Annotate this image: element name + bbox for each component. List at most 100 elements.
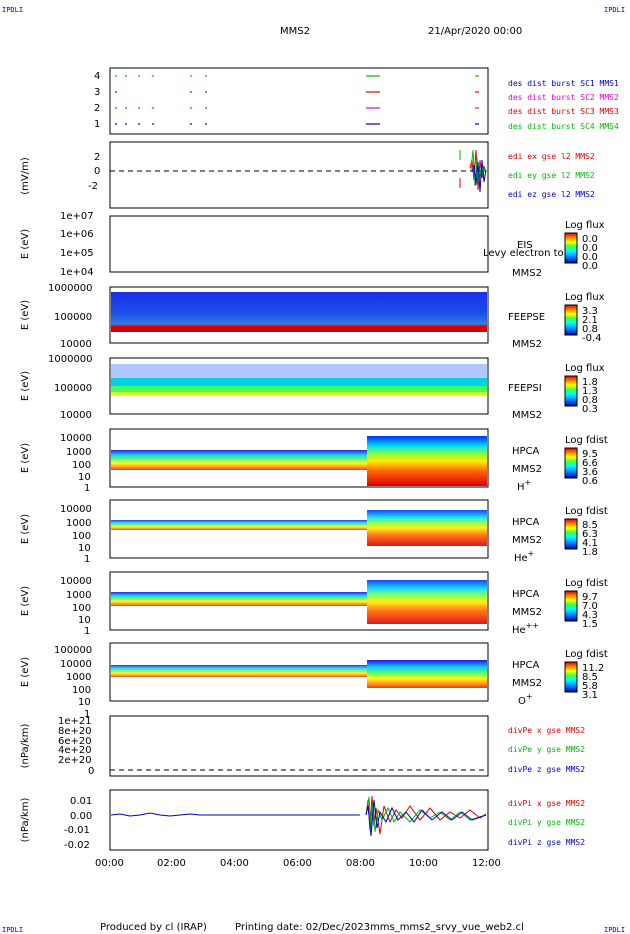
tick-label: 11.2 xyxy=(582,663,604,674)
tick-label: 100 xyxy=(72,531,91,542)
hpca-hepp-band xyxy=(111,592,367,606)
hpca-h-colorbar xyxy=(564,447,578,479)
legend-entry: divPe y gse MMS2 xyxy=(508,745,585,754)
edi-y-ticks: 2 0 -2 xyxy=(88,152,100,192)
eis-y-ticks: 1e+07 1e+06 1e+05 1e+04 xyxy=(60,211,94,278)
edi-legend: edi ex gse l2 MMS2 edi ey gse l2 MMS2 ed… xyxy=(508,152,595,199)
tick-label: 9.5 xyxy=(582,449,598,460)
tick-label: 1000 xyxy=(66,518,91,529)
species-charge: + xyxy=(526,692,533,701)
tick-label: 1e+04 xyxy=(60,267,94,278)
eis-ylabel: E (eV) xyxy=(20,229,31,259)
tick-label: 0.0 xyxy=(582,234,598,245)
tick-label: 3.6 xyxy=(582,467,598,478)
legend-entry: divPe z gse MMS2 xyxy=(508,765,585,774)
feepsi-ylabel: E (eV) xyxy=(20,371,31,401)
tick-label: 3.3 xyxy=(582,306,598,317)
tick-label: 4.3 xyxy=(582,610,598,621)
tick-label: 1 xyxy=(84,709,90,720)
feepsi-y-ticks: 1000000 100000 10000 xyxy=(48,354,93,421)
tick-label: 0.3 xyxy=(582,404,598,415)
tick-label: 2 xyxy=(94,152,100,163)
tick-label: 10000 xyxy=(60,504,92,515)
tick-label: 2.1 xyxy=(582,315,598,326)
burst-legend: des dist burst SC1 MMS1 des dist burst S… xyxy=(508,79,619,131)
hpca-he-species: He+ xyxy=(514,549,534,564)
feepse-spectrogram xyxy=(111,292,487,332)
eis-instrument: EIS xyxy=(517,240,533,251)
tick-label: 0.8 xyxy=(582,324,598,335)
hpca-h-y-ticks: 10000 1000 100 10 1 xyxy=(60,433,92,494)
tick-label: 02:00 xyxy=(157,858,186,869)
panel-edi: (mV/m) 2 0 -2 edi ex gse l2 MMS2 edi ey … xyxy=(20,141,595,209)
species-name: He xyxy=(512,625,526,636)
eis-colorbar xyxy=(564,232,578,264)
legend-entry: edi ey gse l2 MMS2 xyxy=(508,171,595,180)
corner-label-top-left: IPDLI xyxy=(2,6,23,14)
feepsi-instrument: FEEPSI xyxy=(508,383,542,394)
footer: Produced by cl (IRAP) Printing date: 02/… xyxy=(100,922,524,933)
tick-label: 2e+20 xyxy=(58,755,92,766)
tick-label: -0.02 xyxy=(64,840,90,851)
hpca-o-instrument: HPCA xyxy=(512,660,540,671)
hpca-o-colorbar-title: Log fdist xyxy=(565,649,608,660)
feepsi-colorbar-ticks: 1.8 1.3 0.8 0.3 xyxy=(582,377,598,415)
legend-entry: des dist burst SC4 MMS4 xyxy=(508,122,619,131)
tick-label: 1000 xyxy=(66,447,91,458)
hpca-hepp-hot-region xyxy=(367,580,487,624)
feepsi-band-lower xyxy=(111,386,487,394)
tick-label: 10 xyxy=(78,615,91,626)
feepsi-spacecraft: MMS2 xyxy=(512,410,542,421)
tick-label: 1000000 xyxy=(48,354,93,365)
tick-label: 0.0 xyxy=(582,252,598,263)
hpca-h-band xyxy=(111,450,367,470)
hpca-h-ylabel: E (eV) xyxy=(20,443,31,473)
tick-label: -2 xyxy=(88,181,98,192)
legend-entry: des dist burst SC2 MMS2 xyxy=(508,93,619,102)
feepsi-band-base xyxy=(111,392,487,396)
tick-label: 10 xyxy=(78,543,91,554)
tick-label: 10000 xyxy=(60,410,92,421)
tick-label: 0.8 xyxy=(582,395,598,406)
hpca-he-ylabel: E (eV) xyxy=(20,514,31,544)
tick-label: 6.6 xyxy=(582,458,598,469)
tick-label: 3.1 xyxy=(582,690,598,701)
panel-eis: E (eV) 1e+07 1e+06 1e+05 1e+04 EIS Levy … xyxy=(20,211,605,279)
panel-divpe: (nPa/km) 1e+21 8e+20 6e+20 4e+20 2e+20 0… xyxy=(20,715,585,777)
species-charge: ++ xyxy=(526,621,539,630)
tick-label: 10000 xyxy=(60,659,92,670)
tick-label: 1 xyxy=(84,626,90,637)
legend-entry: divPe x gse MMS2 xyxy=(508,726,585,735)
divpi-y-ticks: 0.01 0.00 -0.01 -0.02 xyxy=(64,796,92,851)
header-date-time: 21/Apr/2020 00:00 xyxy=(428,26,522,37)
hpca-hepp-instrument: HPCA xyxy=(512,589,540,600)
panel-hpca-o: E (eV) 100000 10000 1000 100 10 1 HPCA M… xyxy=(20,642,608,720)
tick-label: 06:00 xyxy=(283,858,312,869)
burst-marks xyxy=(115,75,479,125)
panel-hpca-hepp: E (eV) 10000 1000 100 10 1 HPCA MMS2 He+… xyxy=(20,571,608,637)
tick-label: 3 xyxy=(94,87,100,98)
tick-label: 1.8 xyxy=(582,377,598,388)
hpca-h-colorbar-ticks: 9.5 6.6 3.6 0.6 xyxy=(582,449,598,487)
corner-label-bottom-left: IPDLI xyxy=(2,926,23,934)
legend-entry: divPi x gse MMS2 xyxy=(508,799,585,808)
tick-label: 10000 xyxy=(60,576,92,587)
tick-label: 10 xyxy=(78,697,91,708)
eis-colorbar-title: Log flux xyxy=(565,220,605,231)
panel-feepse: E (eV) 1000000 100000 10000 FEEPSE MMS2 … xyxy=(20,283,605,350)
hpca-o-colorbar-ticks: 11.2 8.5 5.8 3.1 xyxy=(582,663,604,701)
header-mission: MMS2 xyxy=(280,26,310,37)
feepsi-colorbar-title: Log flux xyxy=(565,363,605,374)
species-name: O xyxy=(518,696,526,707)
tick-label: 100 xyxy=(72,685,91,696)
tick-label: 6e+20 xyxy=(58,736,92,747)
hpca-hepp-y-ticks: 10000 1000 100 10 1 xyxy=(60,576,92,637)
hpca-h-species: H+ xyxy=(517,478,531,493)
tick-label: 8e+20 xyxy=(58,726,92,737)
tick-label: 6.3 xyxy=(582,529,598,540)
tick-label: 1 xyxy=(84,483,90,494)
tick-label: 1000000 xyxy=(48,283,93,294)
hpca-o-hot-region xyxy=(367,660,487,688)
tick-label: 1.8 xyxy=(582,547,598,558)
